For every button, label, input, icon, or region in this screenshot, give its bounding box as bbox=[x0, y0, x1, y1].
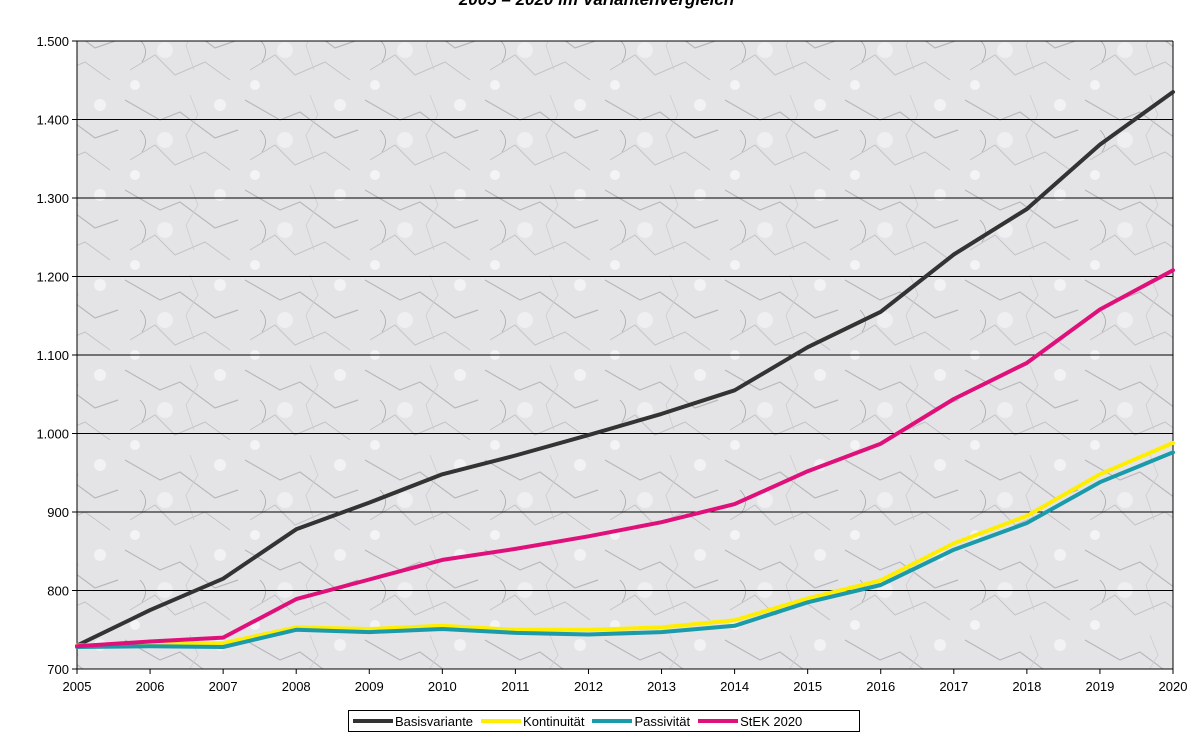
x-tick-label: 2017 bbox=[939, 679, 968, 694]
x-tick-label: 2006 bbox=[136, 679, 165, 694]
legend-swatch bbox=[698, 719, 739, 723]
x-tick-label: 2007 bbox=[209, 679, 238, 694]
x-tick-label: 2012 bbox=[574, 679, 603, 694]
x-tick-label: 2009 bbox=[355, 679, 384, 694]
x-tick-label: 2020 bbox=[1159, 679, 1188, 694]
legend-label: Basisvariante bbox=[395, 713, 474, 729]
legend-swatch bbox=[353, 719, 393, 723]
x-tick-label: 2018 bbox=[1012, 679, 1041, 694]
y-tick-label: 700 bbox=[47, 662, 69, 677]
x-tick-label: 2008 bbox=[282, 679, 311, 694]
legend-swatch bbox=[592, 719, 633, 723]
x-tick-label: 2015 bbox=[793, 679, 822, 694]
legend-label: Kontinuität bbox=[523, 713, 585, 729]
y-tick-label: 900 bbox=[47, 505, 69, 520]
legend-item-stek-2020: StEK 2020 bbox=[698, 714, 802, 729]
legend-swatch bbox=[481, 719, 522, 723]
y-tick-label: 1.100 bbox=[36, 348, 69, 363]
x-tick-label: 2016 bbox=[866, 679, 895, 694]
x-tick-label: 2019 bbox=[1085, 679, 1114, 694]
y-tick-label: 1.000 bbox=[36, 427, 69, 442]
y-tick-label: 1.500 bbox=[36, 34, 69, 49]
series-line-passivit-t bbox=[75, 450, 1175, 649]
legend-label: StEK 2020 bbox=[740, 713, 803, 729]
y-tick-label: 800 bbox=[47, 584, 69, 599]
y-tick-label: 1.300 bbox=[36, 191, 69, 206]
legend-item-passivit-t: Passivität bbox=[592, 714, 690, 729]
x-tick-label: 2010 bbox=[428, 679, 457, 694]
x-tick-label: 2013 bbox=[647, 679, 676, 694]
series-line-stek-2020 bbox=[75, 268, 1175, 649]
series-line-kontinuit-t bbox=[75, 440, 1175, 648]
legend-item-basisvariante: Basisvariante bbox=[353, 714, 473, 729]
series-line-basisvariante bbox=[75, 90, 1175, 648]
x-tick-label: 2014 bbox=[720, 679, 749, 694]
y-tick-label: 1.200 bbox=[36, 270, 69, 285]
legend-label: Passivität bbox=[634, 713, 691, 729]
x-tick-label: 2011 bbox=[501, 679, 529, 694]
chart-title: 2005 – 2020 im Variantenvergleich bbox=[0, 0, 1193, 10]
legend: Basisvariante Kontinuität Passivität StEK 2… bbox=[348, 710, 860, 732]
x-tick-label: 2005 bbox=[63, 679, 92, 694]
y-tick-label: 1.400 bbox=[36, 113, 69, 128]
legend-item-kontinuit-t: Kontinuität bbox=[481, 714, 584, 729]
